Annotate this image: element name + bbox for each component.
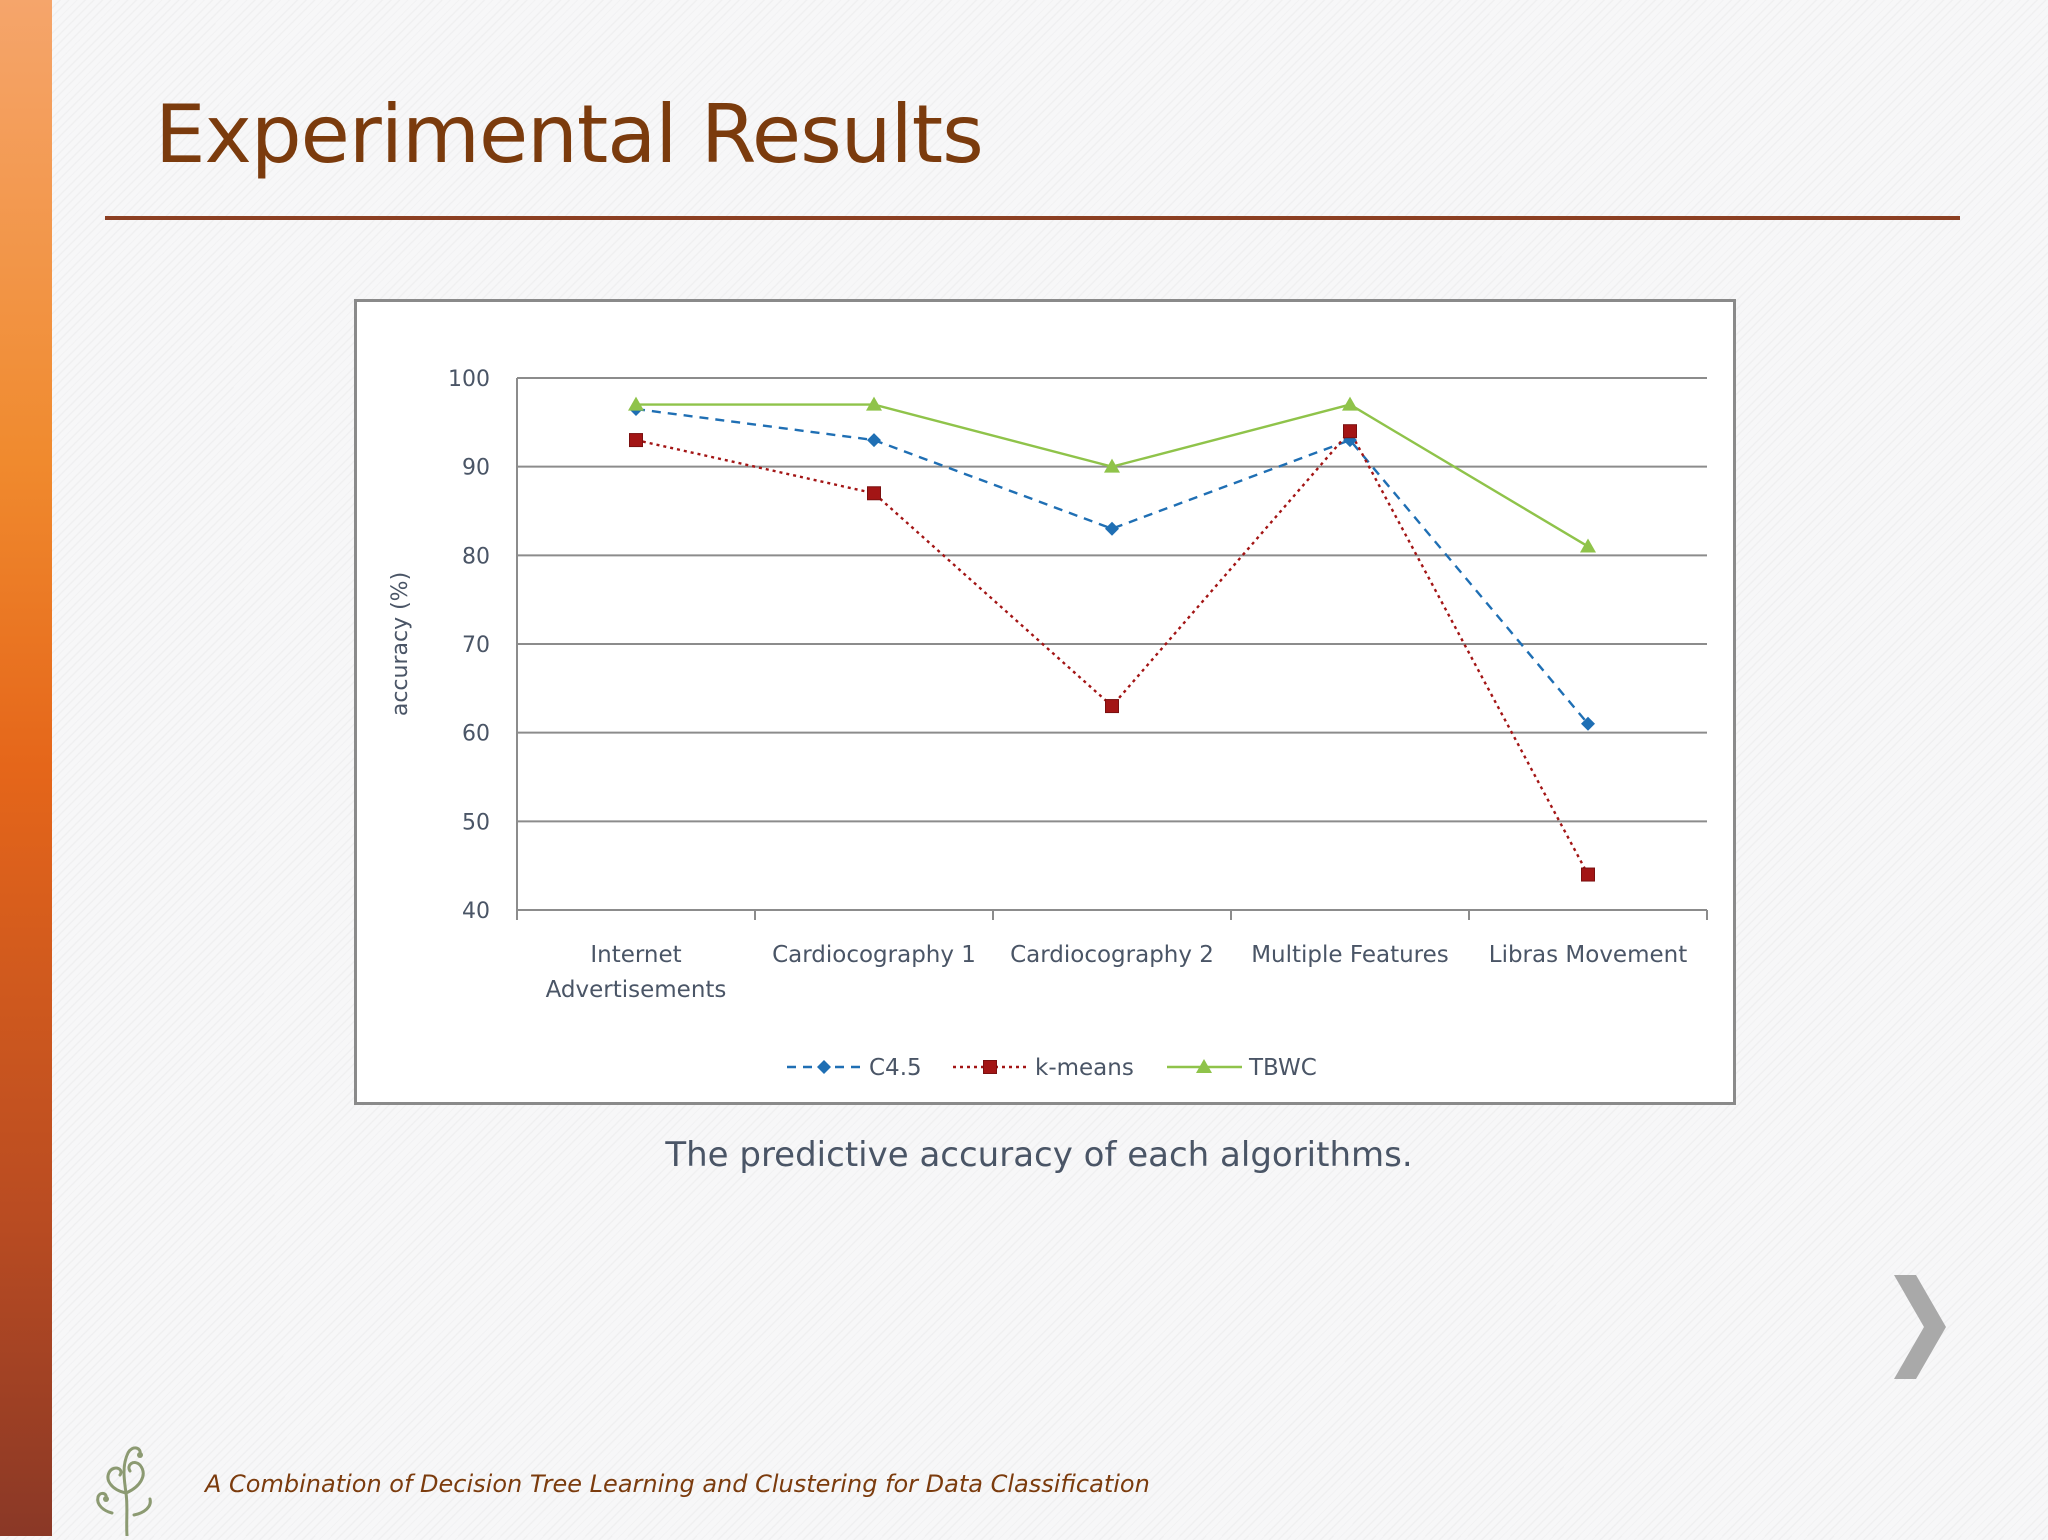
x-tick-label: Cardiocography 2 [1010, 942, 1214, 968]
data-point-tbwc [1580, 538, 1596, 553]
y-tick-label: 50 [462, 810, 490, 835]
series-line-k-means [635, 429, 1590, 876]
data-point-k-means [1343, 424, 1357, 439]
next-slide-button[interactable] [1890, 1275, 1950, 1380]
data-point-tbwc [1104, 458, 1120, 473]
legend-marker-c4-5 [817, 1060, 831, 1074]
legend-label-k-means: k-means [1035, 1055, 1134, 1081]
x-tick-label: Advertisements [546, 977, 727, 1003]
data-point-k-means [1105, 699, 1119, 714]
x-tick-label: Multiple Features [1251, 942, 1449, 968]
accent-side-bar [0, 0, 52, 1536]
title-divider [105, 216, 1960, 220]
y-tick-label: 60 [462, 722, 490, 747]
series-line-c4-5 [635, 407, 1589, 725]
data-point-k-means [629, 433, 643, 448]
legend-label-tbwc: TBWC [1248, 1055, 1317, 1081]
y-axis-title: accuracy (%) [388, 572, 413, 716]
data-point-tbwc [1342, 396, 1358, 411]
data-point-c4-5 [867, 433, 881, 448]
chevron-right-icon [1894, 1275, 1946, 1379]
footer-text: A Combination of Decision Tree Learning … [205, 1470, 1150, 1498]
data-point-tbwc [866, 396, 882, 411]
accuracy-line-chart: 40 50 60 70 80 90 100 Internet Advertisements Car… [388, 367, 1708, 1081]
data-point-tbwc [628, 396, 644, 411]
chart-frame: 40 50 60 70 80 90 100 Internet Advertisements Car… [354, 299, 1736, 1105]
chart-caption: The predictive accuracy of each algorith… [665, 1135, 1413, 1175]
data-point-c4-5 [1105, 521, 1119, 536]
x-tick-label: Internet [590, 942, 681, 968]
legend-marker-k-means [983, 1060, 997, 1074]
x-tick-label: Cardiocography 1 [772, 942, 976, 968]
y-tick-label: 40 [462, 899, 490, 924]
data-point-k-means [1581, 867, 1595, 882]
legend-label-c4-5: C4.5 [869, 1055, 922, 1081]
y-tick-label: 90 [462, 456, 490, 481]
tree-swirl-logo [82, 1435, 172, 1538]
y-tick-label: 70 [462, 633, 490, 658]
legend-marker-tbwc [1196, 1059, 1212, 1073]
y-tick-label: 80 [462, 544, 490, 569]
data-point-c4-5 [1581, 716, 1595, 731]
y-tick-label: 100 [448, 367, 490, 392]
data-point-k-means [867, 486, 881, 501]
slide-title: Experimental Results [155, 88, 984, 181]
x-tick-label: Libras Movement [1489, 942, 1687, 968]
data-point-c4-5 [1343, 433, 1357, 448]
